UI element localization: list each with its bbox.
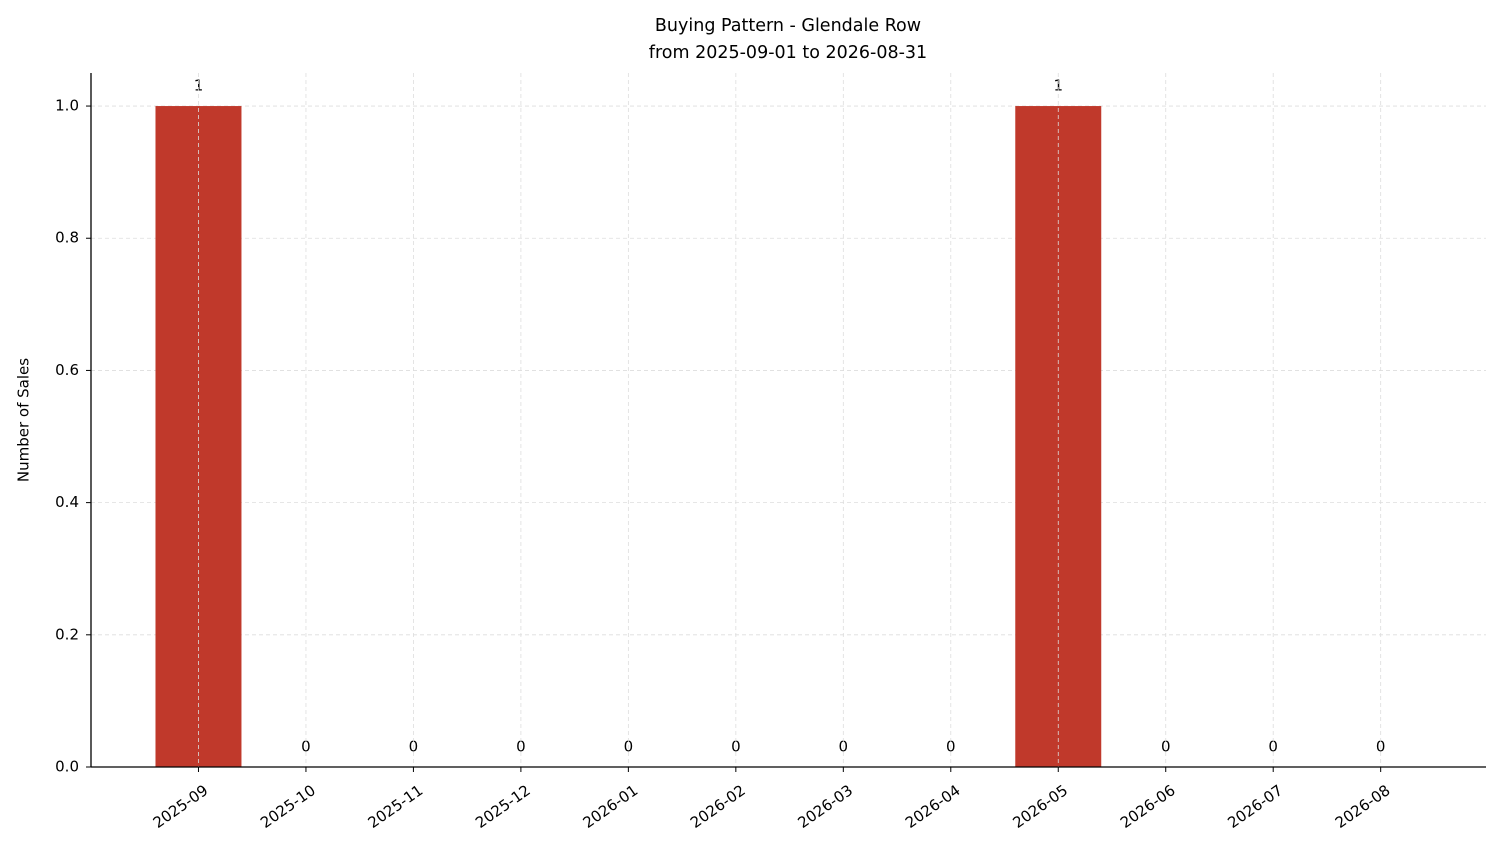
y-tick-label: 0.2 — [55, 625, 79, 643]
x-tick-label: 2026-03 — [795, 781, 857, 832]
y-axis-label: Number of Sales — [15, 358, 33, 482]
value-label: 1 — [194, 77, 204, 95]
bar — [155, 106, 242, 768]
chart-title: Buying Pattern - Glendale Row — [655, 16, 921, 36]
x-tick-label: 2026-08 — [1332, 781, 1394, 832]
x-tick-label: 2026-05 — [1009, 781, 1071, 832]
chart-subtitle: from 2025-09-01 to 2026-08-31 — [649, 43, 927, 63]
x-tick-label: 2025-09 — [150, 781, 212, 832]
y-tick-label: 0.6 — [55, 361, 79, 379]
x-tick-label: 2026-04 — [902, 781, 964, 832]
x-tick-label: 2025-11 — [365, 781, 427, 832]
y-tick-label: 0.0 — [55, 758, 79, 776]
x-tick-label: 2026-06 — [1117, 781, 1179, 832]
bar — [1015, 106, 1102, 768]
y-tick-label: 0.4 — [55, 493, 79, 511]
x-tick-label: 2026-07 — [1224, 781, 1286, 832]
x-tick-label: 2025-12 — [472, 781, 534, 832]
y-tick-label: 0.8 — [55, 229, 79, 247]
y-tick-label: 1.0 — [55, 97, 79, 115]
x-tick-label: 2026-02 — [687, 781, 749, 832]
x-tick-label: 2026-01 — [580, 781, 642, 832]
x-tick-label: 2025-10 — [257, 781, 319, 832]
value-label: 1 — [1053, 77, 1063, 95]
